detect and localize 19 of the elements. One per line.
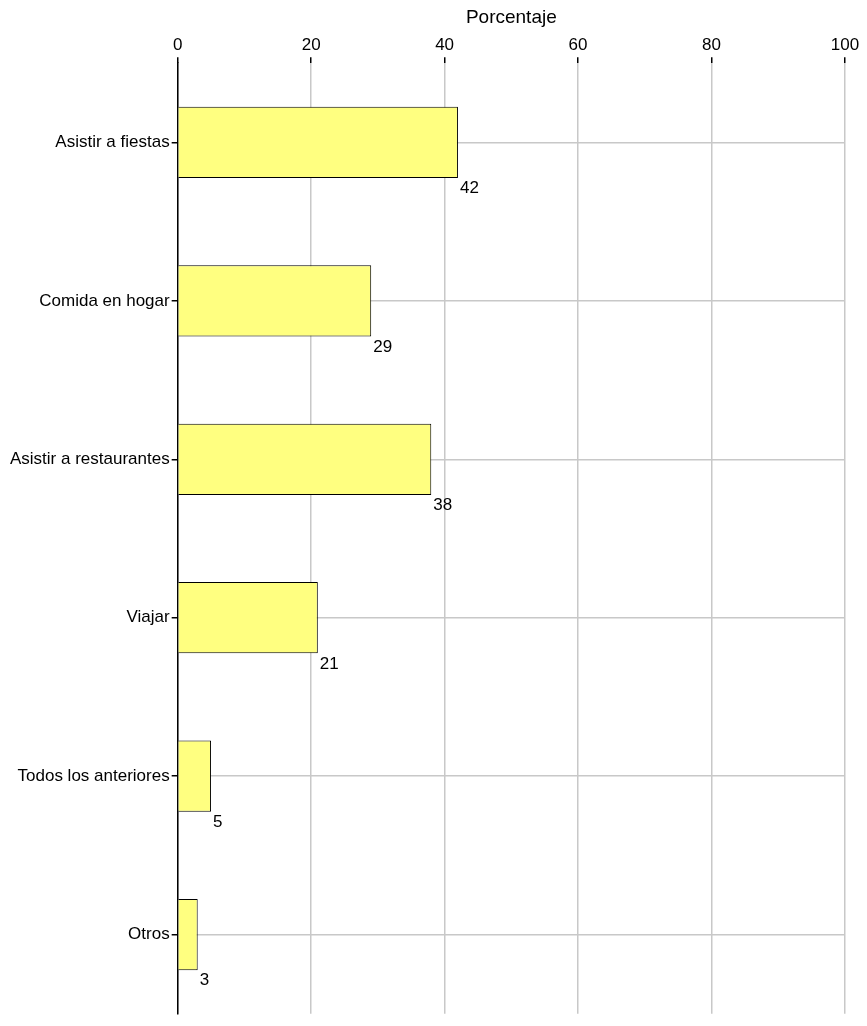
data-label: 38 [433,495,453,515]
data-label: 21 [319,653,339,673]
y-tick-label: Todos los anteriores [17,765,170,785]
x-tick-label: 20 [301,34,321,54]
data-label: 29 [373,336,393,356]
y-tick-label: Asistir a fiestas [55,132,170,152]
data-label: 5 [213,811,223,831]
x-axis-title: Porcentaje [465,5,557,27]
x-tick-label: 40 [435,34,455,54]
x-tick-label: 100 [830,34,860,54]
data-label: 3 [199,970,210,990]
y-tick-label: Asistir a restaurantes [9,448,170,468]
y-tick-label: Viajar [126,607,171,627]
data-label: 42 [459,178,479,198]
x-tick-label: 60 [568,34,588,54]
y-tick-label: Otros [128,924,170,944]
x-tick-label: 0 [172,34,183,54]
y-tick-label: Comida en hogar [39,290,170,310]
x-tick-label: 80 [702,34,721,54]
